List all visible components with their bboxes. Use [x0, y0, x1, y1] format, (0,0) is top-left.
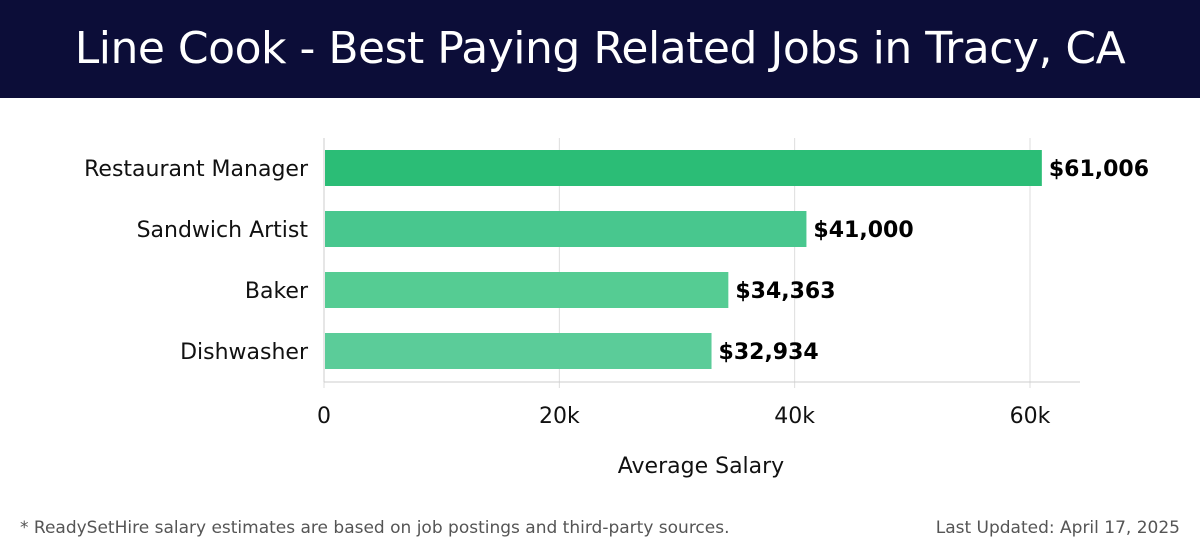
- bar-chart: Restaurant Manager $61,006 Sandwich Artist…: [84, 138, 1149, 479]
- category-label: Restaurant Manager: [84, 157, 309, 182]
- bar: [325, 211, 807, 247]
- bar: [325, 272, 729, 308]
- last-updated: Last Updated: April 17, 2025: [935, 518, 1180, 538]
- value-label: $61,006: [1049, 157, 1149, 182]
- category-label: Dishwasher: [180, 340, 309, 365]
- x-tick-label: 40k: [774, 404, 815, 429]
- bar: [325, 150, 1042, 186]
- value-label: $32,934: [719, 340, 819, 365]
- value-label: $34,363: [735, 279, 835, 304]
- footnote: * ReadySetHire salary estimates are base…: [20, 518, 730, 538]
- x-axis-title: Average Salary: [618, 454, 784, 479]
- x-tick-label: 60k: [1010, 404, 1051, 429]
- value-label: $41,000: [813, 218, 913, 243]
- header-banner: Line Cook - Best Paying Related Jobs in …: [0, 0, 1200, 98]
- category-label: Baker: [245, 279, 309, 304]
- x-tick-label: 0: [317, 404, 331, 429]
- chart-title: Line Cook - Best Paying Related Jobs in …: [74, 23, 1126, 74]
- x-tick-label: 20k: [539, 404, 580, 429]
- bar: [325, 333, 712, 369]
- category-label: Sandwich Artist: [137, 218, 309, 243]
